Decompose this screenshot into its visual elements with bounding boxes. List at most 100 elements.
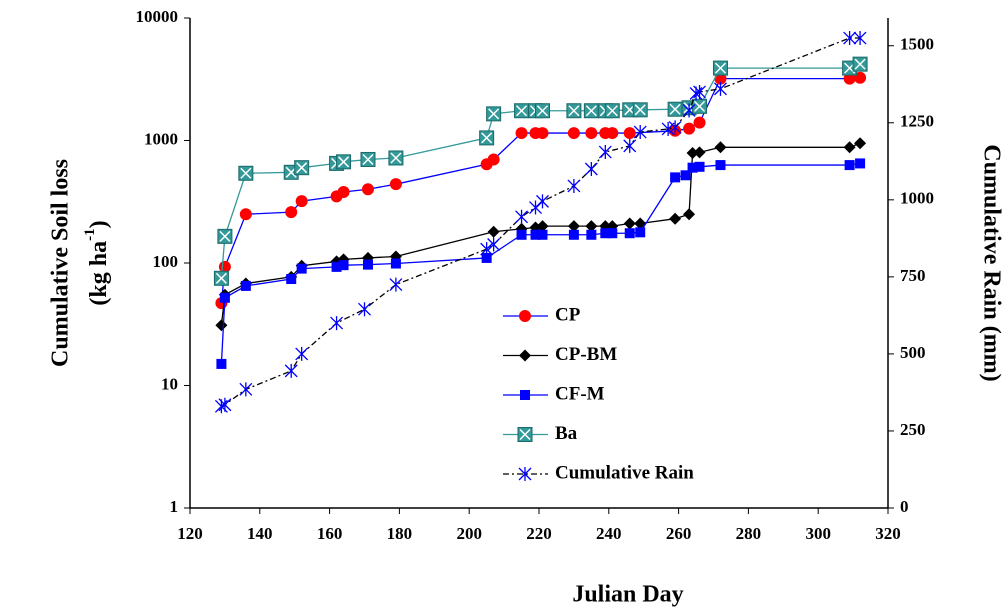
point xyxy=(585,127,598,140)
point xyxy=(238,165,254,181)
unit-sup: -1 xyxy=(82,228,98,241)
point xyxy=(624,228,635,239)
point xyxy=(294,160,310,176)
x-tick-label: 280 xyxy=(736,524,762,543)
point xyxy=(389,178,402,191)
point-cross xyxy=(488,108,500,120)
point xyxy=(567,127,580,140)
point xyxy=(358,302,371,317)
y2-tick-label: 0 xyxy=(900,497,909,516)
point xyxy=(537,229,548,240)
x-tick-label: 180 xyxy=(387,524,413,543)
point xyxy=(390,258,401,269)
x-tick-label: 160 xyxy=(317,524,343,543)
point xyxy=(687,162,698,173)
point xyxy=(584,162,598,177)
point-cross xyxy=(219,230,231,242)
y2-tick-label: 1500 xyxy=(900,35,934,54)
y2-tick-label: 1250 xyxy=(900,112,934,131)
point xyxy=(635,227,646,238)
point xyxy=(692,98,708,114)
point xyxy=(487,153,500,166)
point xyxy=(853,31,867,46)
point xyxy=(215,319,228,332)
point xyxy=(623,138,637,153)
point xyxy=(219,292,230,303)
point xyxy=(586,229,597,240)
point xyxy=(670,172,681,183)
point xyxy=(693,116,706,129)
point-cross xyxy=(215,272,227,284)
point xyxy=(598,145,612,160)
point xyxy=(668,120,682,135)
point xyxy=(534,103,550,119)
point xyxy=(686,147,699,160)
legend-label: CP-BM xyxy=(555,344,617,365)
point xyxy=(680,170,691,181)
point xyxy=(606,127,619,140)
point xyxy=(362,259,373,270)
legend-label: Ba xyxy=(555,423,578,444)
point xyxy=(481,252,492,263)
point-cross xyxy=(714,62,727,74)
point xyxy=(388,150,404,166)
point xyxy=(844,160,855,171)
x-tick-label: 200 xyxy=(456,524,482,543)
legend-label: CP xyxy=(555,304,581,325)
unit: (kg ha xyxy=(86,241,112,306)
y2-tick-label: 250 xyxy=(900,420,926,439)
point xyxy=(336,154,352,170)
point xyxy=(517,427,533,442)
point-cross xyxy=(634,104,646,116)
point xyxy=(715,160,726,171)
point xyxy=(854,137,867,150)
point-cross xyxy=(516,105,528,117)
point xyxy=(693,146,706,159)
point xyxy=(623,127,636,140)
x-tick-label: 120 xyxy=(177,524,203,543)
point xyxy=(480,242,494,257)
point xyxy=(568,229,579,240)
point xyxy=(566,103,582,119)
point xyxy=(693,84,706,99)
point xyxy=(296,263,307,274)
x-tick-label: 260 xyxy=(666,524,692,543)
y2-tick-label: 750 xyxy=(900,266,926,285)
point xyxy=(669,212,682,225)
point xyxy=(218,397,232,412)
point xyxy=(632,102,648,118)
point-cross xyxy=(481,132,493,144)
y2-tick-label: 1000 xyxy=(900,189,934,208)
y-tick-label: 10 xyxy=(161,374,178,393)
y-tick-label: 100 xyxy=(153,252,179,271)
series-line xyxy=(220,63,861,279)
point xyxy=(714,141,727,154)
y-axis-unit: (kg ha-1) xyxy=(82,220,111,305)
legend-label: CF-M xyxy=(555,383,605,404)
x-tick-label: 320 xyxy=(875,524,901,543)
point xyxy=(239,208,252,221)
point xyxy=(286,274,297,285)
point xyxy=(338,260,349,271)
y2-axis-label: Cumulative Rain (mm) xyxy=(978,144,1004,381)
point xyxy=(530,229,541,240)
point xyxy=(567,178,581,193)
point xyxy=(519,349,531,362)
point-cross xyxy=(240,167,252,179)
x-tick-label: 220 xyxy=(526,524,552,543)
point xyxy=(487,225,500,238)
point xyxy=(518,467,532,481)
point-cross xyxy=(854,58,866,70)
point xyxy=(667,101,683,117)
point xyxy=(714,81,727,96)
point xyxy=(389,277,403,292)
point-cross xyxy=(585,105,597,117)
point xyxy=(585,220,598,233)
legend-label: Cumulative Rain xyxy=(555,462,694,483)
point xyxy=(330,316,344,331)
point xyxy=(583,103,599,119)
y-axis-label: Cumulative Soil loss xyxy=(48,159,74,367)
point xyxy=(337,185,350,198)
point-cross xyxy=(694,100,706,112)
